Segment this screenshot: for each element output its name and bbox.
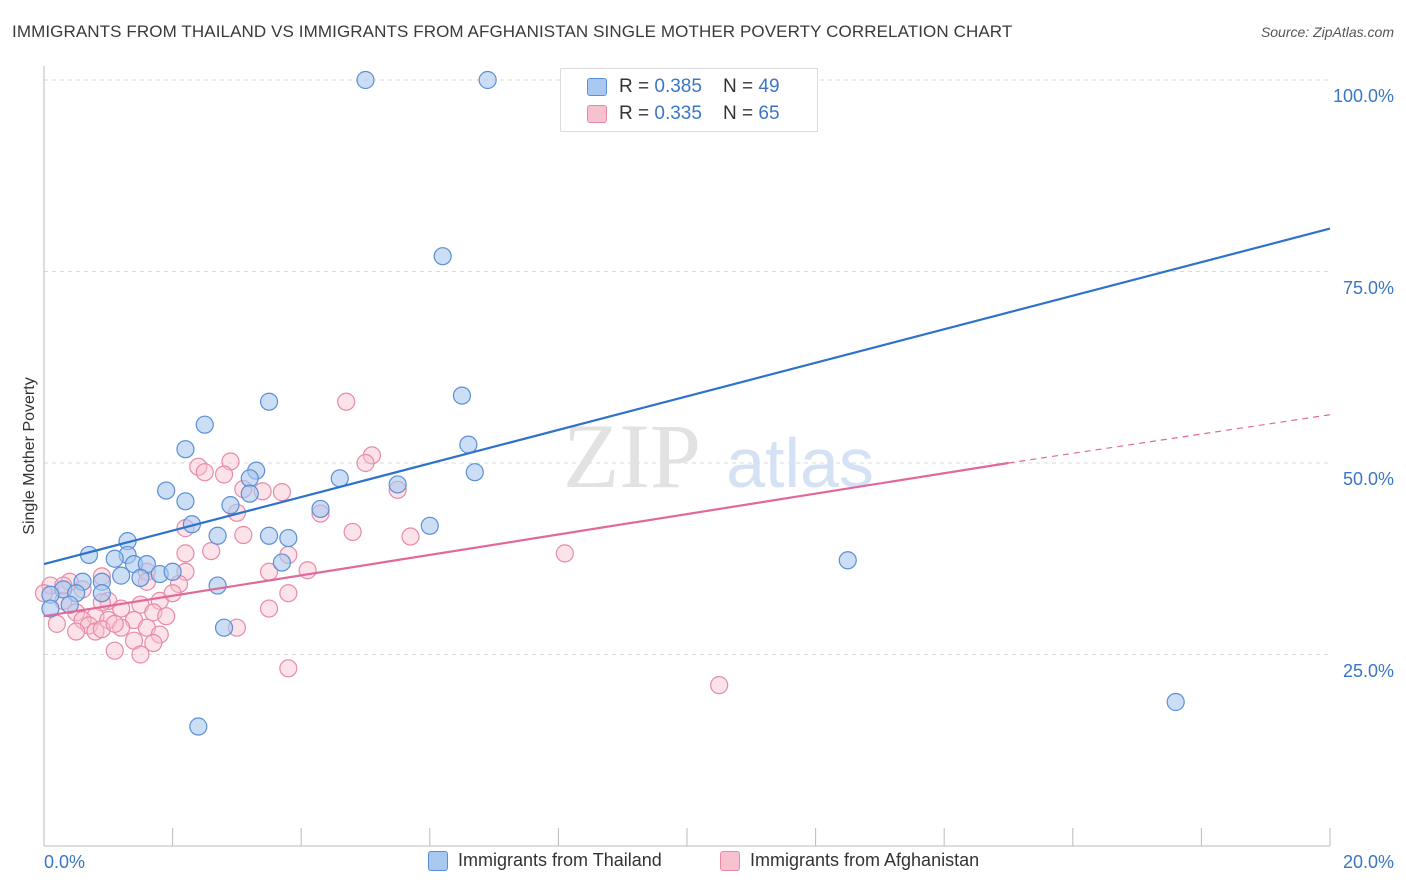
legend-row-afghanistan: R = 0.335 N = 65 [587, 102, 780, 126]
bottom-legend-thailand: Immigrants from Thailand [428, 850, 662, 871]
afghanistan-point [356, 453, 375, 473]
chart-title: IMMIGRANTS FROM THAILAND VS IMMIGRANTS F… [12, 22, 1013, 41]
watermark-atlas: atlas [726, 424, 874, 502]
legend-row-thailand: R = 0.385 N = 49 [587, 75, 780, 99]
thailand-point [356, 70, 375, 90]
legend-r-value: 0.335 [654, 103, 702, 124]
watermark: ZIP atlas [563, 405, 874, 507]
thailand-point [420, 516, 439, 535]
thailand-point [195, 415, 214, 434]
axes [43, 66, 1331, 847]
thailand-points [41, 70, 1185, 736]
thailand-point [388, 475, 407, 494]
afghanistan-trend-line [43, 461, 1009, 618]
legend-n-value: 65 [758, 103, 780, 124]
afghanistan-point [259, 599, 279, 618]
thailand-point [240, 469, 259, 488]
thailand-point [433, 247, 452, 266]
afghanistan-point [401, 527, 420, 546]
afghanistan-point [214, 465, 234, 484]
thailand-point [1166, 692, 1185, 712]
legend-n-label: N = [723, 76, 759, 97]
trend-lines [43, 227, 1331, 618]
watermark-zip: ZIP [563, 405, 701, 507]
thailand-point [221, 496, 240, 515]
afghanistan-point [195, 463, 214, 482]
correlation-legend: R = 0.385 N = 49 R = 0.335 N = 65 [560, 68, 818, 132]
afghanistan-point [234, 525, 253, 545]
afghanistan-point [279, 584, 298, 603]
afghanistan-point [163, 584, 182, 603]
thailand-point [208, 526, 227, 545]
thailand-trend-line [43, 227, 1331, 566]
thailand-point [465, 463, 484, 482]
afghanistan-point [105, 614, 124, 633]
y-tick-label-25: 25.0% [1342, 660, 1394, 681]
thailand-point [176, 492, 195, 511]
thailand-point [272, 553, 292, 572]
afghanistan-point [157, 607, 176, 626]
afghanistan-swatch [587, 105, 607, 123]
thailand-point [478, 70, 497, 90]
afghanistan-trend-extension [1008, 414, 1331, 464]
thailand-point [112, 566, 131, 585]
afghanistan-point [710, 676, 729, 695]
legend-r-label: R = [619, 76, 655, 97]
bottom-legend-afghanistan: Immigrants from Afghanistan [720, 850, 979, 871]
afghanistan-point [343, 522, 362, 542]
thailand-swatch [428, 850, 448, 871]
thailand-point [459, 435, 478, 454]
afghanistan-point [131, 645, 150, 664]
thailand-point [131, 568, 150, 588]
thailand-point [838, 551, 857, 570]
afghanistan-point [144, 633, 163, 653]
bottom-legend-label: Immigrants from Thailand [458, 850, 662, 870]
y-axis-label: Single Mother Poverty [21, 377, 38, 535]
y-tick-label-100: 100.0% [1332, 86, 1394, 106]
legend-n-label: N = [723, 103, 759, 124]
x-tick-label-min: 0.0% [44, 852, 86, 872]
afghanistan-point [272, 483, 292, 502]
afghanistan-point [202, 541, 221, 561]
thailand-point [240, 484, 259, 503]
afghanistan-point [555, 544, 574, 563]
afghanistan-point [176, 544, 195, 563]
thailand-point [176, 440, 195, 459]
thailand-point [311, 499, 330, 519]
thailand-point [157, 481, 176, 500]
thailand-point [41, 599, 60, 618]
y-tick-label-50: 50.0% [1342, 469, 1394, 489]
thailand-point [208, 576, 227, 595]
thailand-point [163, 562, 182, 581]
afghanistan-point [337, 392, 356, 411]
legend-r-label: R = [619, 103, 655, 124]
source-label: Source: ZipAtlas.com [1260, 24, 1394, 40]
afghanistan-point [47, 614, 66, 633]
y-tick-label-75: 75.0% [1342, 277, 1394, 298]
thailand-point [189, 717, 208, 736]
thailand-point [259, 526, 279, 545]
afghanistan-point [279, 659, 298, 678]
bottom-legend-label: Immigrants from Afghanistan [750, 850, 980, 870]
thailand-point [92, 584, 111, 603]
thailand-point [452, 386, 472, 405]
legend-n-value: 49 [758, 76, 780, 97]
thailand-point [105, 549, 124, 568]
legend-r-value: 0.385 [654, 76, 702, 97]
thailand-point [279, 528, 298, 548]
afghanistan-swatch [720, 850, 740, 871]
grid-lines [44, 79, 1330, 655]
thailand-swatch [587, 78, 607, 96]
thailand-point [214, 618, 234, 637]
afghanistan-point [67, 622, 86, 641]
afghanistan-point [105, 641, 124, 660]
thailand-point [259, 392, 279, 411]
x-tick-label-max: 20.0% [1342, 852, 1394, 872]
